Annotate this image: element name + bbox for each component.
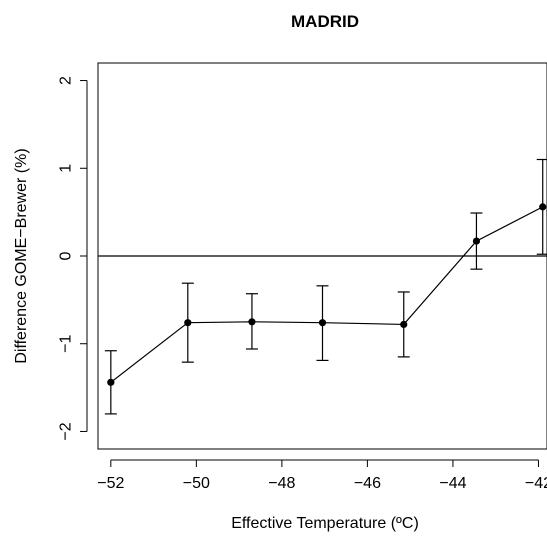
x-tick-label: −44 [439, 475, 466, 492]
series-line [110, 206, 543, 383]
data-point [318, 319, 327, 327]
x-axis-label: Effective Temperature (ºC) [231, 515, 419, 532]
y-tick-label: 1 [58, 164, 75, 173]
y-axis: −2 −1 0 1 2 [58, 76, 88, 441]
data-point [248, 318, 256, 326]
data-point [539, 203, 547, 211]
data-point [472, 237, 481, 245]
x-tick-label: −52 [97, 475, 124, 492]
x-tick-label: −50 [183, 475, 210, 492]
chart-title: MADRID [291, 12, 359, 31]
x-axis: −52 −50 −48 −46 −44 −42 [97, 459, 547, 492]
data-point [107, 378, 115, 386]
y-tick-label: −2 [58, 422, 75, 440]
y-tick-label: −1 [58, 335, 75, 353]
x-tick-label: −48 [268, 475, 295, 492]
series-layer [104, 158, 547, 415]
data-point [184, 319, 192, 327]
y-axis-label: Difference GOME−Brewer (%) [13, 148, 30, 363]
x-tick-label: −42 [525, 475, 547, 492]
y-tick-label: 0 [58, 251, 75, 260]
x-tick-label: −46 [354, 475, 381, 492]
y-tick-label: 2 [58, 76, 75, 85]
data-point [400, 320, 408, 329]
